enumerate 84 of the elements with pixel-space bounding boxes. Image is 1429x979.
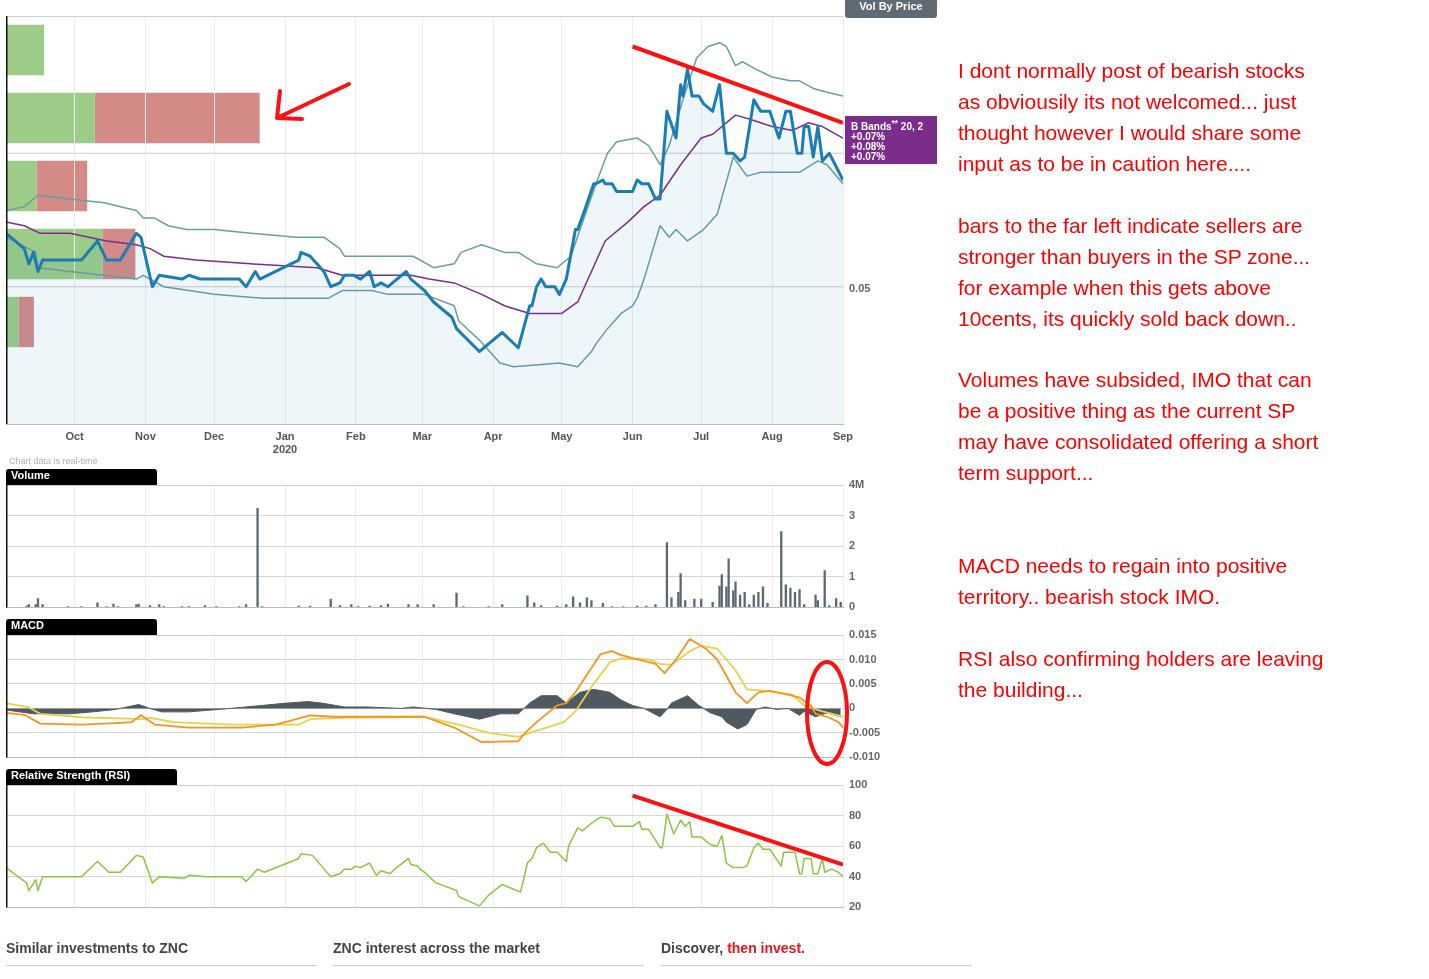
bar: [18, 296, 34, 348]
bar: [766, 603, 769, 607]
bar: [36, 160, 88, 212]
bar: [244, 604, 248, 607]
bar: [565, 604, 568, 607]
x-tick-label: Mar: [412, 429, 433, 442]
bar: [654, 604, 657, 607]
x-tick-label: Apr: [483, 429, 504, 442]
x-tick-label: Jan 2020: [272, 429, 298, 455]
y-tick-label: 80: [849, 808, 862, 821]
text: Volumes have subsided, IMO that can be a positive thing as the current SP may have consolidated offering a short term support...: [958, 367, 1319, 486]
bar: [670, 597, 673, 607]
chart-title: Volume: [6, 469, 157, 485]
chart-title: MACD: [6, 619, 157, 635]
bar: [6, 92, 95, 144]
bar: [590, 600, 593, 607]
bar: [679, 573, 682, 607]
text: bars to the far left indicate sellers are stronger than buyers in the SP zone... for example when this gets above 10cents, its quickly sold back down..: [958, 213, 1311, 332]
y-tick-label: 0.010: [849, 652, 877, 665]
text: then invest.: [727, 940, 805, 956]
x-tick-label: Aug: [761, 429, 783, 442]
bar: [407, 604, 410, 607]
y-tick-label: 0: [849, 600, 856, 613]
bar: [158, 604, 161, 607]
text: 0.05: [849, 282, 871, 294]
text: B Bands$^{**}$ 20, 2: [851, 118, 925, 133]
y-tick-label: 3: [849, 508, 856, 521]
y-tick-label: 0.015: [849, 628, 877, 641]
bar: [757, 592, 760, 607]
bar: [814, 594, 817, 607]
bar: [789, 587, 792, 607]
y-tick-label: 2: [849, 539, 856, 552]
bar: [350, 604, 353, 607]
bar: [501, 604, 504, 607]
y-tick-label: -0.005: [849, 725, 881, 738]
x-tick-label: Oct: [65, 429, 85, 442]
x-tick-label: Nov: [135, 429, 157, 442]
chart-title: Relative Strength (RSI): [6, 769, 177, 785]
text: Similar investments to ZNC: [6, 940, 317, 966]
bar: [734, 581, 737, 607]
x-tick-label: May: [551, 429, 574, 442]
y-tick-label: 0.005: [849, 676, 877, 689]
bar: [684, 600, 687, 607]
bar: [6, 24, 45, 76]
text: MACD needs to regain into positive territory.. bearish stock IMO.: [958, 553, 1288, 610]
y-tick-label: 4M: [849, 478, 865, 491]
y-tick-label: 40: [849, 869, 862, 882]
text: ZNC interest across the market: [333, 940, 644, 966]
bar: [36, 598, 40, 607]
y-tick-label: -0.010: [849, 750, 881, 763]
bar: [526, 595, 529, 607]
y-tick-label: 60: [849, 839, 862, 852]
bar: [834, 598, 838, 607]
text: +0.08%: [851, 141, 887, 153]
y-tick-label: 20: [849, 900, 862, 913]
bar: [802, 604, 806, 607]
y-tick-label: 100: [849, 778, 868, 791]
bar: [711, 601, 714, 607]
x-tick-label: Sep: [832, 429, 854, 442]
text: +0.07%: [851, 131, 887, 143]
bar: [432, 604, 435, 607]
x-tick-label: Feb: [346, 429, 366, 442]
text: +0.07%: [851, 151, 887, 163]
bar: [416, 604, 419, 607]
x-tick-label: Jul: [693, 429, 710, 442]
bar: [748, 604, 751, 607]
bar: [572, 596, 575, 607]
y-tick-label: 1: [849, 569, 856, 582]
bar: [798, 589, 801, 607]
text: Vol By Price: [845, 0, 937, 18]
x-tick-label: Dec: [204, 429, 225, 442]
text: RSI also confirming holders are leaving the building...: [958, 646, 1324, 703]
text: Chart data is real-time: [9, 456, 98, 466]
text: Discover,: [661, 940, 724, 956]
bar: [693, 598, 696, 607]
bar: [96, 602, 99, 607]
text: I dont normally post of bearish stocks as obviousily its not welcomed... just thought however I would share some input as to be in caution here....: [958, 58, 1305, 177]
bar: [94, 92, 260, 144]
x-tick-label: Jun: [622, 429, 643, 442]
bar: [112, 603, 115, 607]
y-tick-label: 0: [849, 701, 856, 714]
bar: [41, 604, 44, 607]
bar: [455, 592, 458, 607]
bar: [256, 507, 259, 607]
